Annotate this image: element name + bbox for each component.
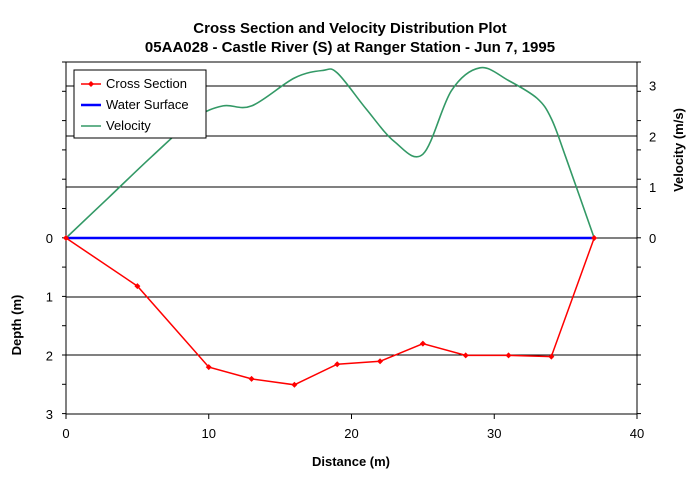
x-tick-label: 30	[487, 426, 501, 441]
series-cross-section-line	[65, 237, 595, 386]
legend-label-cross-section: Cross Section	[106, 76, 187, 91]
cross-section-point	[505, 352, 512, 359]
x-tick-label: 20	[344, 426, 358, 441]
legend-label-water-surface: Water Surface	[106, 97, 189, 112]
x-axis-label: Distance (m)	[312, 454, 390, 469]
depth-tick-label: 3	[46, 407, 53, 422]
chart-title: Cross Section and Velocity Distribution …	[193, 20, 506, 37]
cross-section-point	[548, 353, 555, 360]
cross-section-point	[134, 283, 141, 290]
depth-tick-label: 2	[46, 348, 53, 363]
velocity-tick-label: 3	[649, 79, 656, 94]
x-tick-label: 0	[62, 426, 69, 441]
y-axis-left-label: Depth (m)	[9, 295, 24, 356]
y-axis-right-label: Velocity (m/s)	[671, 108, 686, 192]
chart-subtitle: 05AA028 - Castle River (S) at Ranger Sta…	[145, 39, 555, 56]
cross-section-point	[591, 235, 598, 241]
cross-section-point	[63, 235, 69, 241]
velocity-tick-label: 2	[649, 129, 656, 144]
cross-section-point	[205, 364, 212, 371]
velocity-tick-label: 0	[649, 231, 656, 246]
cross-section-point	[419, 340, 426, 347]
x-tick-label: 10	[202, 426, 216, 441]
x-tick-label: 40	[630, 426, 644, 441]
cross-section-point	[291, 381, 298, 388]
cross-section-point	[462, 352, 469, 359]
cross-section-point	[248, 375, 255, 382]
depth-tick-label: 1	[46, 290, 53, 305]
depth-tick-label: 0	[46, 231, 53, 246]
cross-section-point	[334, 361, 341, 368]
velocity-tick-label: 1	[649, 180, 656, 195]
legend-label-velocity: Velocity	[106, 118, 151, 133]
legend: Cross Section Water Surface Velocity	[73, 69, 207, 139]
legend-marker-cross-section	[88, 81, 94, 87]
cross-section-point	[377, 358, 384, 365]
